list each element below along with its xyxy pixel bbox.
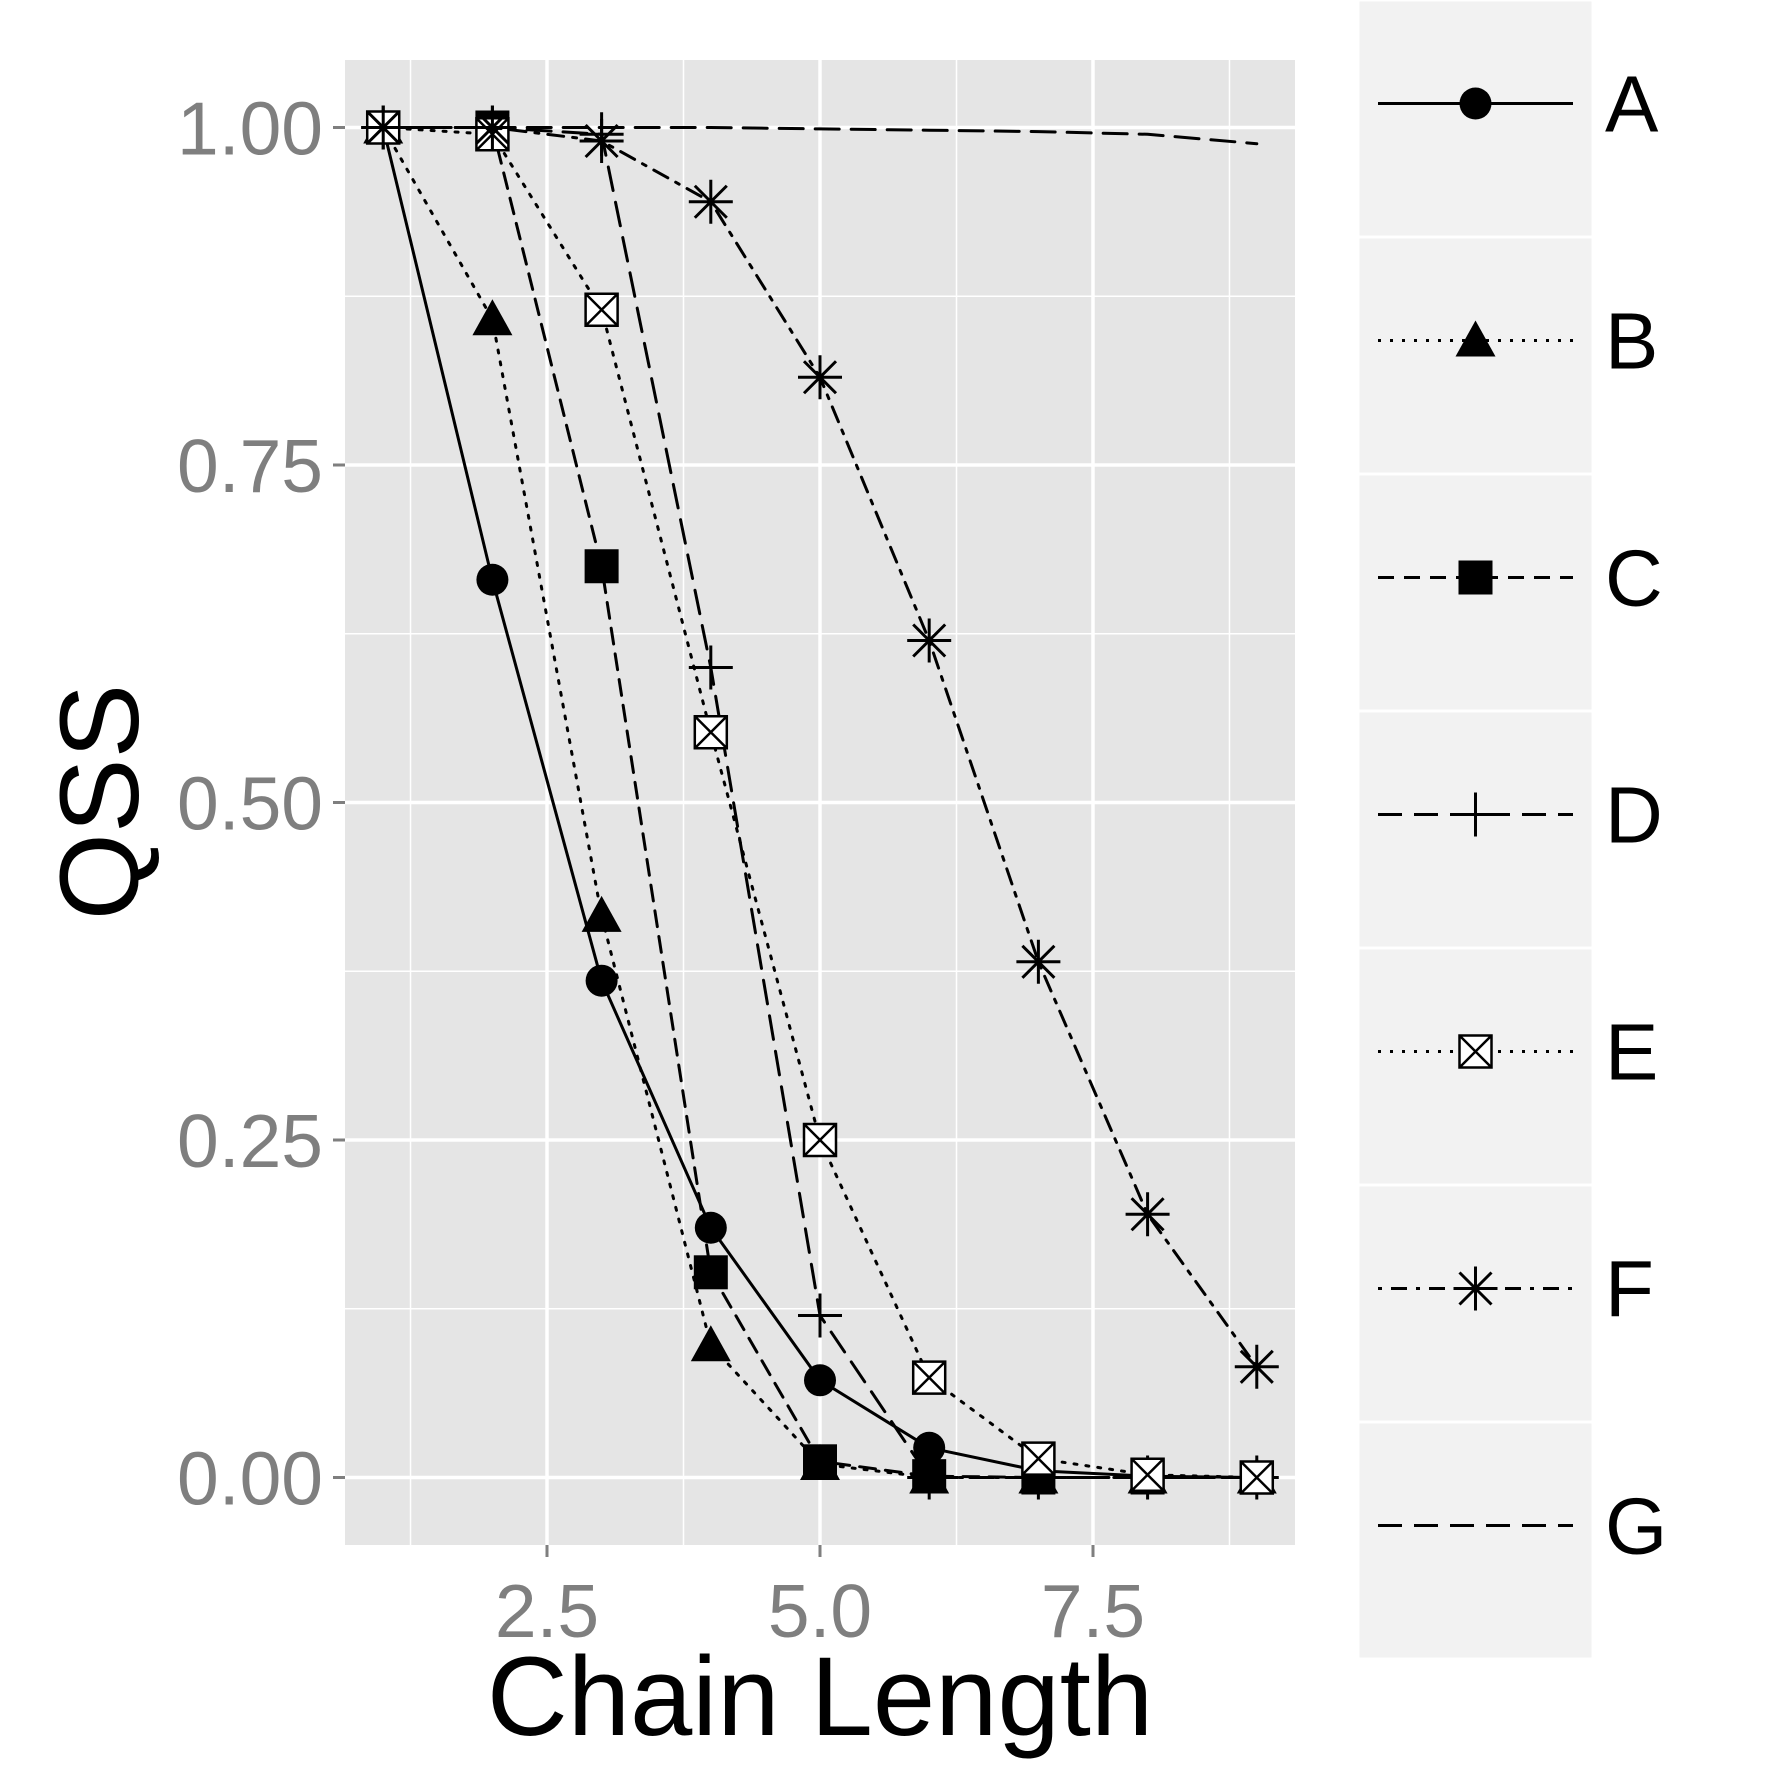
legend-label-g: G	[1605, 1482, 1667, 1571]
series-b-point	[690, 1325, 731, 1362]
y-tick-label: 0.25	[177, 1099, 323, 1183]
series-e-point	[584, 292, 619, 327]
legend-item-d: D	[1356, 709, 1663, 950]
series-e-point	[911, 1360, 947, 1395]
x-tick-label: 2.5	[495, 1569, 599, 1653]
series-f-point	[907, 618, 952, 663]
legend-marker-c	[1458, 560, 1493, 595]
y-axis-title: QSS	[37, 684, 162, 921]
series-e-point	[1021, 1441, 1056, 1476]
legend-item-g: G	[1356, 1420, 1667, 1661]
series-f-point	[1016, 939, 1061, 984]
legend-marker-a	[1459, 87, 1492, 120]
series-f-point	[688, 179, 733, 224]
series-a-point	[694, 1211, 727, 1244]
series-c-point	[803, 1444, 837, 1479]
series-layer	[361, 105, 1279, 1500]
series-e-point	[693, 715, 729, 750]
series-a-point	[476, 563, 509, 596]
legend-marker-f	[1453, 1266, 1498, 1311]
series-g-line	[381, 126, 1259, 146]
series-e-point	[1130, 1457, 1165, 1493]
legend-item-b: B	[1356, 235, 1658, 476]
legend-key-e	[1356, 946, 1595, 1187]
legend-marker-e	[1458, 1034, 1493, 1069]
x-tick-label: 7.5	[1041, 1569, 1145, 1653]
x-tick-label: 5.0	[768, 1569, 872, 1653]
series-f-point	[1125, 1192, 1170, 1237]
series-f-point	[579, 119, 624, 163]
series-f-point	[798, 355, 842, 400]
legend-label-c: C	[1605, 534, 1663, 623]
series-b-point	[581, 895, 622, 932]
series-a-point	[913, 1431, 946, 1464]
series-f	[361, 105, 1279, 1389]
x-axis-title: Chain Length	[487, 1634, 1153, 1759]
legend-item-e: E	[1356, 946, 1658, 1187]
series-e-point	[802, 1122, 838, 1158]
series-f-point	[1234, 1344, 1279, 1389]
series-d-point	[688, 645, 733, 690]
y-tick-label: 0.50	[177, 762, 323, 846]
legend-item-a: A	[1356, 0, 1659, 239]
series-e-point	[1239, 1460, 1275, 1495]
legend-key-g	[1356, 1420, 1595, 1661]
legend-item-f: F	[1356, 1183, 1654, 1424]
legend-label-e: E	[1605, 1008, 1658, 1097]
y-tick-label: 1.00	[177, 87, 323, 171]
legend-label-b: B	[1605, 297, 1658, 386]
axes-layer: 2.5 5.0 7.5 0.00 0.25 0.50 0.75 1.00	[177, 87, 1145, 1654]
legend-label-f: F	[1605, 1245, 1654, 1334]
series-a-point	[585, 964, 618, 997]
legend-label-d: D	[1605, 771, 1663, 860]
legend: A B C D E F G	[1356, 0, 1667, 1661]
y-tick-label: 0.00	[177, 1437, 323, 1521]
series-d-point	[907, 1455, 952, 1500]
legend-item-c: C	[1356, 472, 1663, 713]
series-c-point	[584, 549, 619, 584]
legend-label-a: A	[1605, 60, 1659, 149]
series-d-point	[798, 1293, 842, 1338]
legend-marker-d	[1453, 792, 1498, 837]
y-tick-label: 0.75	[177, 424, 323, 508]
series-a-point	[804, 1364, 836, 1397]
legend-marker-b	[1455, 320, 1496, 357]
series-g	[381, 126, 1259, 146]
series-b-point	[472, 299, 513, 336]
series-c-point	[693, 1255, 728, 1290]
